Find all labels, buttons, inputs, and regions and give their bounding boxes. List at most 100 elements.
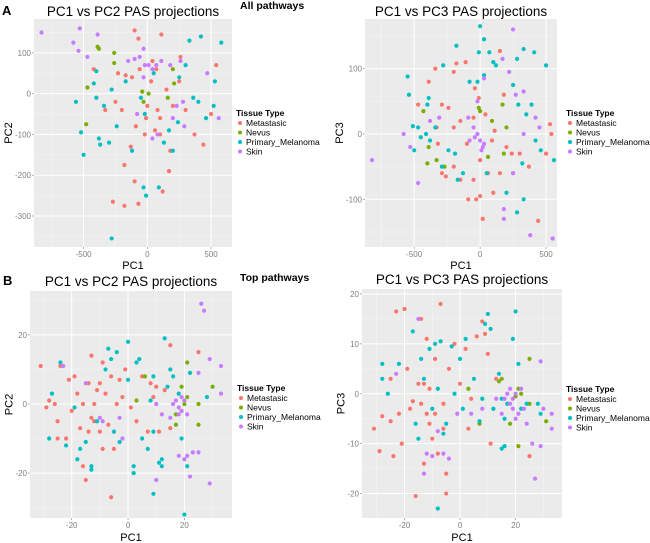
data-point <box>212 79 218 84</box>
x-tick-label: -500 <box>406 250 423 259</box>
data-point <box>97 429 102 434</box>
data-point <box>549 411 554 416</box>
data-point <box>146 62 151 68</box>
data-point <box>190 450 195 455</box>
data-point <box>441 426 446 431</box>
data-point <box>466 115 471 120</box>
data-point <box>547 122 553 127</box>
data-point <box>106 422 111 427</box>
data-point <box>427 421 432 426</box>
data-point <box>66 377 71 382</box>
data-point <box>481 76 487 81</box>
legend-marker <box>238 130 242 135</box>
data-point <box>150 136 155 141</box>
data-point <box>410 124 415 129</box>
data-point <box>463 336 468 341</box>
series-metastasic <box>91 28 219 208</box>
legend-marker <box>568 149 572 154</box>
data-point <box>75 457 80 462</box>
data-point <box>111 429 117 434</box>
scatter-panel-2: -500 0 500 -100 0 100 PC1 vs PC3 PAS projectio… <box>334 4 650 272</box>
data-point <box>171 374 176 379</box>
data-point <box>103 107 108 113</box>
data-point <box>435 141 441 146</box>
legend-item-label: Skin <box>247 422 264 432</box>
data-point <box>521 197 526 202</box>
data-point <box>142 374 148 379</box>
data-point <box>109 356 114 362</box>
data-point <box>538 148 543 153</box>
data-point <box>385 391 390 396</box>
data-point <box>177 79 182 84</box>
data-point <box>156 185 161 190</box>
data-point <box>196 99 201 104</box>
data-point <box>476 50 481 55</box>
data-point <box>501 216 506 222</box>
data-point <box>178 58 183 64</box>
data-point <box>176 412 181 417</box>
plot-background <box>34 19 232 247</box>
data-point <box>142 132 147 137</box>
data-point <box>129 75 135 80</box>
data-point <box>142 111 147 117</box>
data-point <box>207 481 212 486</box>
data-point <box>134 360 139 365</box>
x-tick-label: -20 <box>399 521 411 530</box>
legend-marker <box>238 149 242 154</box>
data-point <box>413 493 418 499</box>
legend-item-label: Skin <box>576 147 593 157</box>
data-point <box>475 99 480 104</box>
data-point <box>120 436 125 441</box>
data-point <box>499 446 504 451</box>
data-point <box>527 454 532 459</box>
legend-item-label: Nevus <box>576 404 600 414</box>
data-point <box>544 419 549 424</box>
data-point <box>205 71 210 76</box>
data-point <box>182 512 187 517</box>
data-point <box>421 376 427 381</box>
data-point <box>510 171 516 176</box>
data-point <box>55 436 60 441</box>
x-tick-label: 500 <box>539 250 553 259</box>
data-point <box>478 24 483 29</box>
data-point <box>183 62 188 68</box>
data-point <box>110 199 116 204</box>
data-point <box>439 171 444 176</box>
data-point <box>507 386 513 391</box>
data-point <box>143 193 149 198</box>
data-point <box>128 144 133 149</box>
data-point <box>455 411 460 416</box>
series-skin <box>39 26 221 141</box>
data-point <box>471 177 476 182</box>
series-nevus <box>421 102 509 169</box>
data-point <box>71 40 76 45</box>
data-point <box>483 112 488 117</box>
data-point <box>471 115 476 120</box>
data-point <box>401 131 406 137</box>
data-point <box>550 236 555 241</box>
data-point <box>439 102 444 107</box>
data-point <box>117 377 122 382</box>
data-point <box>78 130 84 135</box>
data-point <box>38 363 43 369</box>
data-point <box>497 48 503 54</box>
data-point <box>538 411 543 416</box>
data-point <box>76 48 81 53</box>
data-point <box>504 144 509 150</box>
data-point <box>451 164 456 169</box>
data-point <box>507 421 513 426</box>
legend-title: Tissue Type <box>566 108 615 118</box>
data-point <box>178 54 183 60</box>
data-point <box>100 360 105 365</box>
data-point <box>85 85 90 90</box>
data-point <box>513 309 518 314</box>
data-point <box>141 46 146 51</box>
data-point <box>100 419 105 424</box>
data-point <box>123 367 128 372</box>
data-point <box>91 81 96 86</box>
data-point <box>423 131 429 137</box>
data-point <box>500 56 505 61</box>
data-point <box>196 450 201 455</box>
y-tick-label: -300 <box>15 212 32 221</box>
data-point <box>202 308 207 313</box>
